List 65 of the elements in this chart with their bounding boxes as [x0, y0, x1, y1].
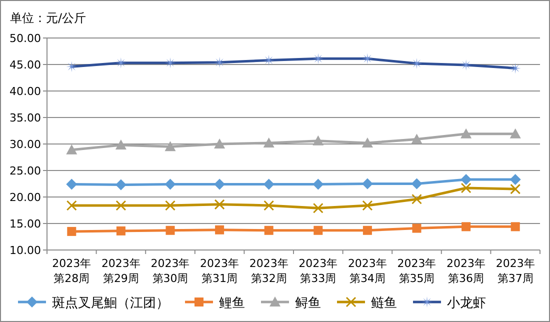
- point: [510, 222, 520, 232]
- y-tick-label: 40.00: [10, 85, 41, 98]
- y-tick-label: 35.00: [10, 112, 41, 124]
- point: [460, 174, 472, 186]
- point: [462, 222, 471, 232]
- point: [214, 178, 226, 190]
- x-tick-label: 2023年第34周: [346, 256, 388, 286]
- point: [164, 178, 176, 190]
- point: [460, 182, 472, 194]
- point: [411, 178, 422, 190]
- x-tick-label: 2023年第28周: [51, 256, 92, 286]
- point: [312, 178, 324, 190]
- legend-label: 小龙虾: [447, 296, 486, 311]
- legend-label: 斑点叉尾鮰（江团）: [52, 296, 169, 311]
- point: [362, 137, 373, 148]
- x-tick-label: 2023年第33周: [298, 256, 339, 286]
- point: [314, 226, 323, 235]
- point: [312, 202, 324, 214]
- point: [264, 226, 274, 235]
- legend-label: 鲤鱼: [219, 296, 245, 311]
- point: [115, 179, 126, 190]
- x-tick-label: 2023年第30周: [150, 256, 191, 286]
- legend-label: 鲟鱼: [295, 296, 321, 311]
- x-tick-label: 2023年第31周: [199, 256, 240, 286]
- y-axis-title: 单位：元/公斤: [10, 11, 86, 25]
- point: [115, 140, 126, 150]
- point: [116, 226, 126, 236]
- point: [412, 224, 422, 233]
- y-tick-label: 20.00: [10, 191, 41, 204]
- point: [165, 200, 176, 211]
- point: [67, 226, 76, 236]
- x-tick-label: 2023年第29周: [100, 256, 142, 286]
- point: [215, 225, 224, 234]
- point: [412, 194, 422, 204]
- point: [66, 144, 78, 154]
- point: [214, 199, 225, 210]
- y-tick-label: 45.00: [10, 58, 41, 72]
- point: [510, 184, 521, 194]
- x-tick-label: 2023年第32周: [248, 256, 290, 286]
- y-tick-label: 10.00: [10, 244, 41, 257]
- x-tick-label: 2023年第36周: [446, 256, 487, 286]
- point: [116, 200, 126, 211]
- point: [66, 178, 78, 190]
- point: [510, 128, 521, 138]
- point: [460, 128, 472, 138]
- point: [264, 200, 274, 211]
- point: [164, 141, 176, 152]
- point: [362, 226, 372, 235]
- y-tick-label: 25.00: [10, 164, 41, 178]
- point: [66, 200, 77, 211]
- legend-label: 鲢鱼: [371, 296, 397, 311]
- point: [312, 135, 324, 146]
- x-tick-label: 2023年第37周: [494, 256, 536, 286]
- y-tick-label: 15.00: [10, 218, 41, 230]
- point: [263, 178, 274, 190]
- y-tick-label: 50.00: [10, 32, 41, 45]
- point: [362, 178, 373, 190]
- point: [411, 134, 422, 144]
- point: [263, 137, 274, 148]
- point: [214, 138, 226, 148]
- point: [510, 174, 521, 186]
- point: [166, 226, 175, 235]
- point: [362, 200, 373, 211]
- x-tick-label: 2023年第35周: [396, 256, 438, 286]
- y-tick-label: 30.00: [10, 138, 41, 151]
